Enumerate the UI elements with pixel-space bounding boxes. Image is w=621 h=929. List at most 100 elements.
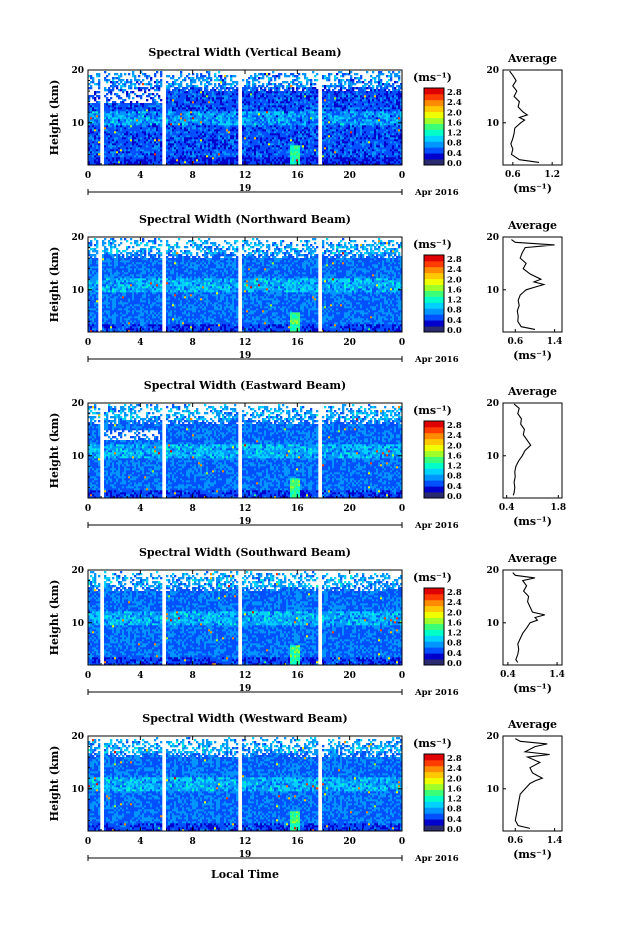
heatmap-cell [148,127,150,129]
heatmap-cell [272,125,274,127]
heatmap-cell [382,143,384,145]
heatmap-cell [344,119,346,121]
heatmap-cell [378,129,380,131]
heatmap-cell [118,125,120,127]
heatmap-cell [288,127,290,129]
heatmap-cell [248,125,250,127]
heatmap-cell [390,149,392,151]
heatmap-cell [350,127,352,129]
heatmap-cell [342,143,344,145]
heatmap-cell [222,127,224,129]
heatmap-cell [282,137,284,139]
heatmap-cell [384,151,386,153]
heatmap-cell [358,121,360,123]
heatmap-cell [188,139,190,141]
heatmap-cell [206,139,208,141]
heatmap-cell [392,121,394,123]
heatmap-cell [298,137,300,139]
heatmap-cell [246,125,248,127]
heatmap-cell [156,127,158,129]
heatmap-cell [370,119,372,121]
heatmap-cell [276,121,278,123]
heatmap-cell [374,161,376,163]
heatmap-cell [174,119,176,121]
heatmap-cell [322,137,324,139]
heatmap-cell [368,151,370,153]
heatmap-cell [202,161,204,163]
heatmap-cell [340,121,342,123]
heatmap-cell [386,123,388,125]
heatmap-cell [116,127,118,129]
heatmap-cell [344,159,346,161]
heatmap-cell [376,159,378,161]
heatmap-cell [380,123,382,125]
heatmap-cell [156,131,158,133]
heatmap-cell [266,161,268,163]
heatmap-cell [254,155,256,157]
heatmap-cell [398,131,400,133]
heatmap-cell [334,127,336,129]
heatmap-cell [112,123,114,125]
heatmap-cell [116,137,118,139]
heatmap-cell [232,159,234,161]
heatmap-cell [274,139,276,141]
heatmap-cell [244,141,246,143]
heatmap-cell [192,153,194,155]
heatmap-cell [378,131,380,133]
heatmap-cell [250,161,252,163]
heatmap-cell [160,149,162,151]
heatmap-cell [136,127,138,129]
heatmap-cell [196,155,198,157]
heatmap-cell [150,129,152,131]
heatmap-cell [90,139,92,141]
heatmap-cell [294,133,296,135]
heatmap-cell [266,121,268,123]
heatmap-cell [200,147,202,149]
heatmap-cell [326,125,328,127]
heatmap-cell [212,161,214,163]
heatmap-cell [244,143,246,145]
heatmap-cell [382,149,384,151]
heatmap-cell [264,157,266,159]
heatmap-cell [156,143,158,145]
heatmap-cell [336,149,338,151]
heatmap-cell [170,121,172,123]
heatmap-cell [340,143,342,145]
heatmap-cell [384,121,386,123]
heatmap-cell [342,145,344,147]
heatmap-cell [372,137,374,139]
heatmap-cell [134,133,136,135]
heatmap-cell [118,159,120,161]
heatmap-cell [136,135,138,137]
heatmap-cell [252,157,254,159]
heatmap-cell [220,133,222,135]
heatmap-cell [292,145,294,147]
heatmap-cell [182,133,184,135]
heatmap-cell [302,151,304,153]
heatmap-cell [242,131,244,133]
heatmap-cell [184,155,186,157]
heatmap-cell [140,149,142,151]
heatmap-cell [216,147,218,149]
heatmap-cell [266,125,268,127]
heatmap-cell [382,135,384,137]
heatmap-cell [314,159,316,161]
heatmap-cell [394,153,396,155]
heatmap-cell [190,153,192,155]
heatmap-cell [334,157,336,159]
heatmap-cell [158,155,160,157]
heatmap-cell [142,145,144,147]
heatmap-cell [210,153,212,155]
heatmap-cell [284,157,286,159]
heatmap-cell [106,137,108,139]
heatmap-cell [96,147,98,149]
heatmap-cell [108,161,110,163]
heatmap-cell [152,149,154,151]
heatmap-cell [224,145,226,147]
heatmap-cell [226,133,228,135]
heatmap-cell [396,121,398,123]
heatmap-cell [252,133,254,135]
heatmap-cell [300,121,302,123]
heatmap-cell [180,159,182,161]
heatmap-cell [286,153,288,155]
